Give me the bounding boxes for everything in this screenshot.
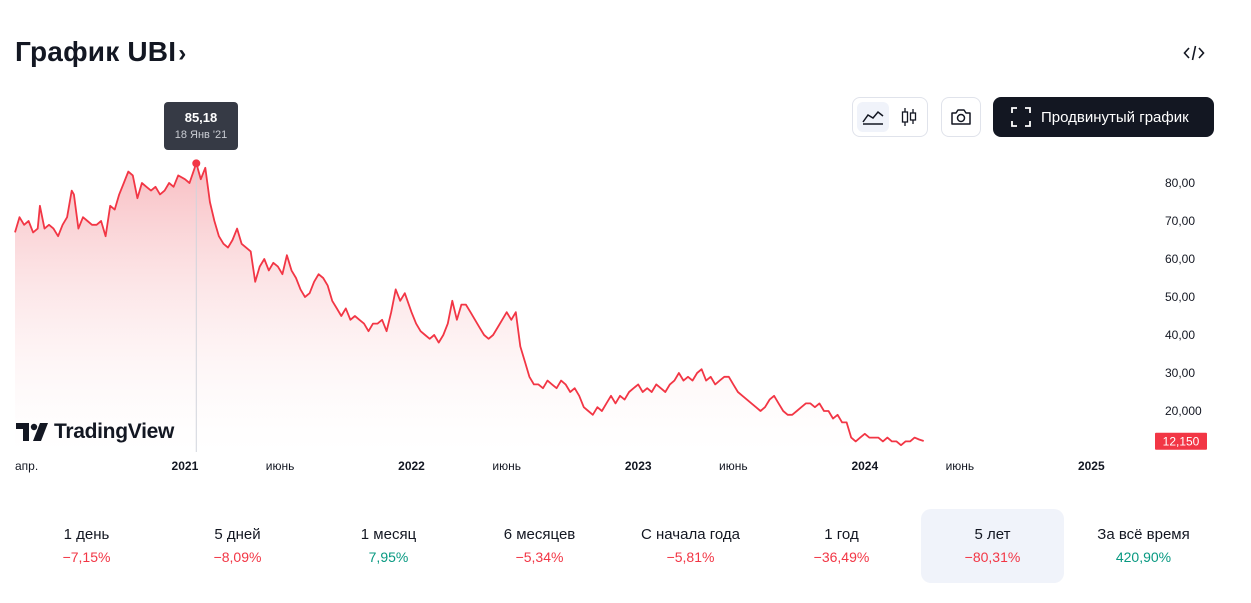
advanced-chart-button[interactable]: Продвинутый график — [993, 97, 1214, 137]
price-area-fill — [15, 163, 924, 452]
candlestick-chart-button[interactable] — [893, 102, 925, 132]
period-change: −7,15% — [62, 549, 111, 565]
last-price-label: 12,150 — [1163, 434, 1200, 448]
snapshot-button[interactable] — [941, 97, 981, 137]
period-change: −36,49% — [813, 549, 870, 565]
period-label: 6 месяцев — [503, 526, 576, 543]
period-label: 5 дней — [214, 526, 261, 543]
code-icon — [1183, 45, 1205, 61]
x-tick-label: 2022 — [398, 459, 425, 473]
period-label: С начала года — [641, 526, 740, 543]
x-tick-label: июнь — [266, 459, 295, 473]
period-change: −80,31% — [964, 549, 1021, 565]
x-tick-label: июнь — [946, 459, 975, 473]
period-tab[interactable]: 1 год −36,49% — [770, 509, 913, 583]
period-tab[interactable]: С начала года −5,81% — [619, 509, 762, 583]
camera-icon — [951, 109, 971, 125]
chart-style-toggle — [852, 97, 928, 137]
price-tooltip: 85,18 18 Янв '21 — [164, 102, 238, 150]
fullscreen-icon — [1011, 107, 1031, 127]
period-change: −5,34% — [515, 549, 564, 565]
chevron-right-icon[interactable]: › — [178, 40, 187, 67]
page-title[interactable]: График UBI› — [15, 36, 186, 68]
embed-code-button[interactable] — [1178, 38, 1210, 68]
period-label: 1 месяц — [360, 526, 417, 543]
y-tick-label: 70,00 — [1165, 214, 1195, 228]
period-label: 1 день — [63, 526, 110, 543]
area-chart-icon — [862, 110, 884, 125]
period-tab[interactable]: 5 лет −80,31% — [921, 509, 1064, 583]
period-change: −5,81% — [666, 549, 715, 565]
period-label: 1 год — [824, 526, 859, 543]
period-tab[interactable]: За всё время 420,90% — [1072, 509, 1215, 583]
advanced-chart-label: Продвинутый график — [1041, 108, 1189, 126]
page-title-text[interactable]: График UBI — [15, 36, 177, 67]
y-tick-label: 50,00 — [1165, 290, 1195, 304]
period-change: 7,95% — [368, 549, 409, 565]
period-selector: 1 день −7,15% 5 дней −8,09% 1 месяц 7,95% 6 ме… — [15, 509, 1235, 583]
x-tick-label: июнь — [719, 459, 748, 473]
last-price-tag — [1155, 432, 1207, 450]
area-chart-button[interactable] — [857, 102, 889, 132]
tradingview-logo-icon — [16, 423, 48, 441]
period-change: 420,90% — [1115, 549, 1172, 565]
candlestick-icon — [901, 108, 917, 126]
y-tick-label: 80,00 — [1165, 176, 1195, 190]
tradingview-logo-text: TradingView — [54, 420, 175, 443]
tradingview-logo: TradingView — [16, 420, 174, 444]
x-tick-label: июнь — [492, 459, 521, 473]
period-label: 5 лет — [974, 526, 1011, 543]
price-chart[interactable]: 80,00 70,00 60,00 50,00 40,00 30,00 20,000 апр.… — [0, 150, 1251, 480]
highlight-point — [192, 159, 201, 168]
period-tab[interactable]: 6 месяцев −5,34% — [468, 509, 611, 583]
price-line — [14, 162, 924, 447]
x-tick-label: 2021 — [172, 459, 199, 473]
y-tick-label: 40,00 — [1165, 328, 1195, 342]
period-tab[interactable]: 1 месяц 7,95% — [317, 509, 460, 583]
period-tab[interactable]: 5 дней −8,09% — [166, 509, 309, 583]
period-tab[interactable]: 1 день −7,15% — [15, 509, 158, 583]
period-label: За всё время — [1097, 526, 1190, 543]
x-tick-label: 2023 — [625, 459, 652, 473]
y-tick-label: 30,00 — [1165, 366, 1195, 380]
tooltip-value: 85,18 — [184, 110, 218, 125]
y-tick-label: 20,000 — [1165, 404, 1202, 418]
x-tick-label: апр. — [15, 459, 38, 473]
period-change: −8,09% — [213, 549, 262, 565]
tooltip-date: 18 Янв '21 — [174, 129, 228, 141]
x-tick-label: 2024 — [851, 459, 878, 473]
x-tick-label: 2025 — [1078, 459, 1105, 473]
y-tick-label: 60,00 — [1165, 252, 1195, 266]
